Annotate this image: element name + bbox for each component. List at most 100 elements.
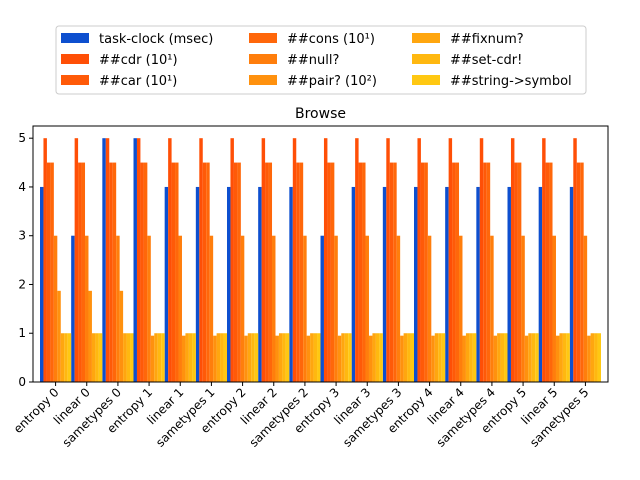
bar [389,162,394,382]
bar [549,162,553,382]
bar [438,333,442,382]
bar [50,162,54,382]
bar [178,235,182,382]
bar [375,333,380,382]
legend-frame [55,25,587,95]
bar [265,162,269,382]
bar [459,235,463,382]
legend-label: ##fixnum? [450,32,524,47]
bar [181,335,186,382]
bar [348,333,352,382]
bar [334,235,338,382]
bar [105,138,110,382]
bar [60,333,65,382]
bar [452,162,456,382]
bar [188,333,193,382]
bar [112,162,117,382]
bar [441,333,446,382]
bar [323,138,328,382]
bar [303,235,307,382]
bar [130,333,134,382]
bar [434,333,439,382]
bar [528,333,532,382]
bar [164,186,169,382]
bar [292,138,297,382]
bar [258,186,262,382]
bar [400,335,404,382]
bar [296,162,300,382]
bar [472,333,477,382]
bar [206,162,210,382]
bar [233,162,238,382]
y-tick-label: 0 [18,375,26,389]
bar [594,333,598,382]
bar [102,138,106,382]
bar [202,162,207,382]
legend-swatch [249,75,277,85]
bar [396,235,401,382]
bar [407,333,411,382]
bar [57,290,61,382]
bars-layer [40,138,601,382]
legend-swatch [61,33,89,43]
bar [486,162,491,382]
bar [510,138,515,382]
bar [85,235,89,382]
y-tick-label: 1 [18,326,26,340]
bar [465,333,470,382]
bar [358,162,363,382]
bar [351,186,356,382]
bar [410,333,414,382]
bar [91,333,96,382]
legend-label: ##string->symbol [450,74,572,89]
bar [379,333,383,382]
bar [268,162,273,382]
bar [497,333,501,382]
bar [555,335,560,382]
bar [67,333,72,382]
bar [272,235,276,382]
bar [185,333,189,382]
legend-label: ##pair? (10²) [287,74,377,89]
bar [386,138,390,382]
bar [282,333,286,382]
bar [420,162,425,382]
bar [123,333,127,382]
bar [424,162,428,382]
bar [143,162,148,382]
bar [299,162,304,382]
y-tick-label: 4 [18,180,26,194]
legend-swatch [412,75,440,85]
bar [368,335,373,382]
bar [247,333,252,382]
legend-label: ##null? [287,53,339,68]
y-tick-label: 3 [18,229,26,243]
legend-swatch [412,33,440,43]
bar [310,333,314,382]
legend: task-clock (msec) ##cdr (10¹) ##car (10¹) #… [55,25,587,95]
bar [88,290,92,382]
bar [43,138,47,382]
bar [230,138,234,382]
bar [154,333,158,382]
bar [199,138,203,382]
bar [192,333,196,382]
bar [562,333,567,382]
bar [220,333,224,382]
legend-swatch [249,33,277,43]
bar [355,138,359,382]
legend-label: ##set-cdr! [450,53,522,68]
legend-swatch [61,54,89,64]
bar [490,235,494,382]
chart-title: Browse [295,106,346,122]
bar [573,138,577,382]
bar [535,333,539,382]
bar [569,186,574,382]
bar [109,162,113,382]
bar [71,235,75,382]
bar [40,186,44,382]
y-tick-label: 2 [18,277,26,291]
bar [504,333,508,382]
bar [278,333,283,382]
bar [538,186,543,382]
